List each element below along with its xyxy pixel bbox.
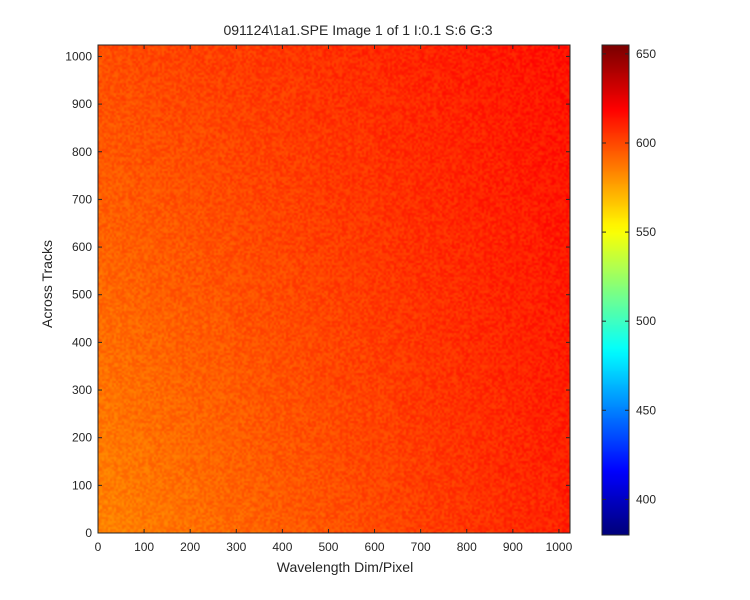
heatmap-image xyxy=(98,45,570,533)
x-tick-label: 700 xyxy=(411,540,431,554)
y-tick-label: 800 xyxy=(72,145,92,159)
y-tick-label: 400 xyxy=(72,335,92,349)
y-tick-label: 1000 xyxy=(65,49,92,63)
y-tick-label: 0 xyxy=(85,526,92,540)
x-axis: 0 100 200 300 400 500 600 700 800 900 1000 xyxy=(95,45,573,554)
x-tick-label: 300 xyxy=(226,540,246,554)
colorbar-frame xyxy=(601,44,630,536)
x-tick-label: 800 xyxy=(457,540,477,554)
x-tick-label: 400 xyxy=(272,540,292,554)
x-tick-label: 600 xyxy=(365,540,385,554)
x-tick-label: 900 xyxy=(503,540,523,554)
colorbar: 400 450 500 550 600 650 xyxy=(601,44,656,536)
x-axis-label: Wavelength Dim/Pixel xyxy=(277,559,413,575)
plot-area xyxy=(97,44,571,534)
x-tick-label: 1000 xyxy=(546,540,573,554)
colorbar-tick-label: 450 xyxy=(636,403,656,417)
x-tick-label: 500 xyxy=(318,540,338,554)
x-tick-label: 200 xyxy=(180,540,200,554)
x-tick-label: 100 xyxy=(134,540,154,554)
plot-frame xyxy=(97,44,571,534)
colorbar-tick-label: 550 xyxy=(636,225,656,239)
colorbar-ticks: 400 450 500 550 600 650 xyxy=(602,47,656,506)
y-tick-label: 900 xyxy=(72,97,92,111)
y-axis: 0 100 200 300 400 500 600 700 800 900 1000 xyxy=(65,49,570,540)
y-tick-label: 700 xyxy=(72,192,92,206)
y-tick-label: 200 xyxy=(72,431,92,445)
y-tick-label: 600 xyxy=(72,240,92,254)
colorbar-tick-label: 650 xyxy=(636,47,656,61)
y-tick-label: 100 xyxy=(72,478,92,492)
chart-title: 091124\1a1.SPE Image 1 of 1 I:0.1 S:6 G:… xyxy=(223,22,492,38)
colorbar-tick-label: 500 xyxy=(636,314,656,328)
x-tick-label: 0 xyxy=(95,540,102,554)
y-tick-label: 500 xyxy=(72,288,92,302)
y-axis-label: Across Tracks xyxy=(39,240,55,328)
colorbar-gradient xyxy=(602,45,629,535)
colorbar-tick-label: 400 xyxy=(636,492,656,506)
y-tick-label: 300 xyxy=(72,383,92,397)
colorbar-tick-label: 600 xyxy=(636,136,656,150)
